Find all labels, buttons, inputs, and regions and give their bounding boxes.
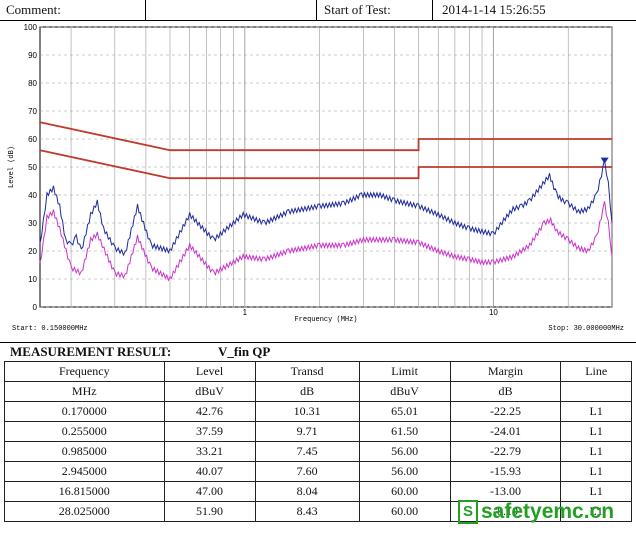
table-cell: dB [254,381,360,402]
limit-line [39,149,612,180]
table-cell: 9.71 [254,421,360,442]
measurement-title: MEASUREMENT RESULT: [10,344,172,359]
measurement-name: V_fin QP [218,344,271,359]
table-cell: 42.76 [163,401,256,422]
table-cell: -15.93 [449,461,562,482]
table-cell: 7.60 [254,461,360,482]
y-tick-label: 60 [28,135,37,144]
table-cell: 60.00 [358,501,451,522]
comment-label: Comment: [6,2,61,17]
table-cell: 28.025000 [4,501,165,522]
y-tick-label: 20 [28,247,37,256]
table-cell: L1 [560,441,632,462]
y-tick-label: 100 [24,23,38,32]
table-cell: 0.170000 [4,401,165,422]
table-cell: 2.945000 [4,461,165,482]
table-cell: -22.25 [449,401,562,422]
table-cell: -13.00 [449,481,562,502]
y-axis-label: Level (dB) [8,146,16,188]
start-frequency-label: Start: 0.150000MHz [12,325,88,333]
table-cell: L1 [560,461,632,482]
table-cell: Limit [358,361,451,382]
table-cell: 51.90 [163,501,256,522]
y-tick-label: 0 [33,303,38,312]
table-cell: -22.79 [449,441,562,462]
table-cell: MHz [4,381,165,402]
table-cell: 56.00 [358,461,451,482]
table-cell: dB [449,381,562,402]
start-of-test-value: 2014-1-14 15:26:55 [442,2,546,17]
table-cell: L1 [560,421,632,442]
table-cell: 37.59 [163,421,256,442]
table-units-row: MHz dBuV dB dBuV dB [4,381,632,402]
table-cell: 33.21 [163,441,256,462]
table-cell: 8.43 [254,501,360,522]
table-cell: -24.01 [449,421,562,442]
measurement-result-row: MEASUREMENT RESULT: V_fin QP [0,342,636,361]
table-cell: 0.985000 [4,441,165,462]
table-cell: 56.00 [358,441,451,462]
table-header-row: Frequency Level Transd Limit Margin Line [4,361,632,382]
table-cell: 8.04 [254,481,360,502]
start-of-test-label: Start of Test: [324,2,391,17]
table-cell: Line [560,361,632,382]
x-axis-label: Frequency (MHz) [294,316,357,324]
table-row: 2.945000 40.07 7.60 56.00 -15.93 L1 [4,461,632,482]
table-cell: Transd [254,361,360,382]
table-cell: Frequency [4,361,165,382]
table-cell: 47.00 [163,481,256,502]
table-row: 0.170000 42.76 10.31 65.01 -22.25 L1 [4,401,632,422]
table-cell: 16.815000 [4,481,165,502]
series-line [39,201,613,282]
y-tick-label: 90 [28,51,37,60]
y-tick-label: 30 [28,219,37,228]
table-cell: 7.45 [254,441,360,462]
table-cell: 61.50 [358,421,451,442]
table-cell: dBuV [358,381,451,402]
stop-frequency-label: Stop: 30.000000MHz [548,325,624,333]
table-cell: dBuV [163,381,256,402]
x-tick-label: 10 [489,308,498,317]
table-row: 0.255000 37.59 9.71 61.50 -24.01 L1 [4,421,632,442]
watermark-text: safetyemc.cn [481,500,615,523]
series-line [39,159,613,257]
table-cell: 10.31 [254,401,360,422]
y-tick-label: 40 [28,191,37,200]
table-cell: Level [163,361,256,382]
table-cell [560,381,632,402]
limit-line [39,121,612,152]
y-tick-label: 50 [28,163,37,172]
table-cell: 60.00 [358,481,451,502]
table-cell: 0.255000 [4,421,165,442]
table-cell: L1 [560,501,632,522]
y-tick-label: 80 [28,79,37,88]
y-tick-label: 10 [28,275,37,284]
watermark-logo: S safetyemc.cn [458,498,614,526]
y-tick-label: 70 [28,107,37,116]
table-cell: L1 [560,401,632,422]
table-cell: 65.01 [358,401,451,422]
watermark-box: S [458,500,478,524]
test-header: Comment: Start of Test: 2014-1-14 15:26:… [0,0,636,21]
peak-marker [600,157,609,164]
table-cell: Margin [449,361,562,382]
table-row: 0.985000 33.21 7.45 56.00 -22.79 L1 [4,441,632,462]
table-cell: 40.07 [163,461,256,482]
x-tick-label: 1 [243,308,248,317]
